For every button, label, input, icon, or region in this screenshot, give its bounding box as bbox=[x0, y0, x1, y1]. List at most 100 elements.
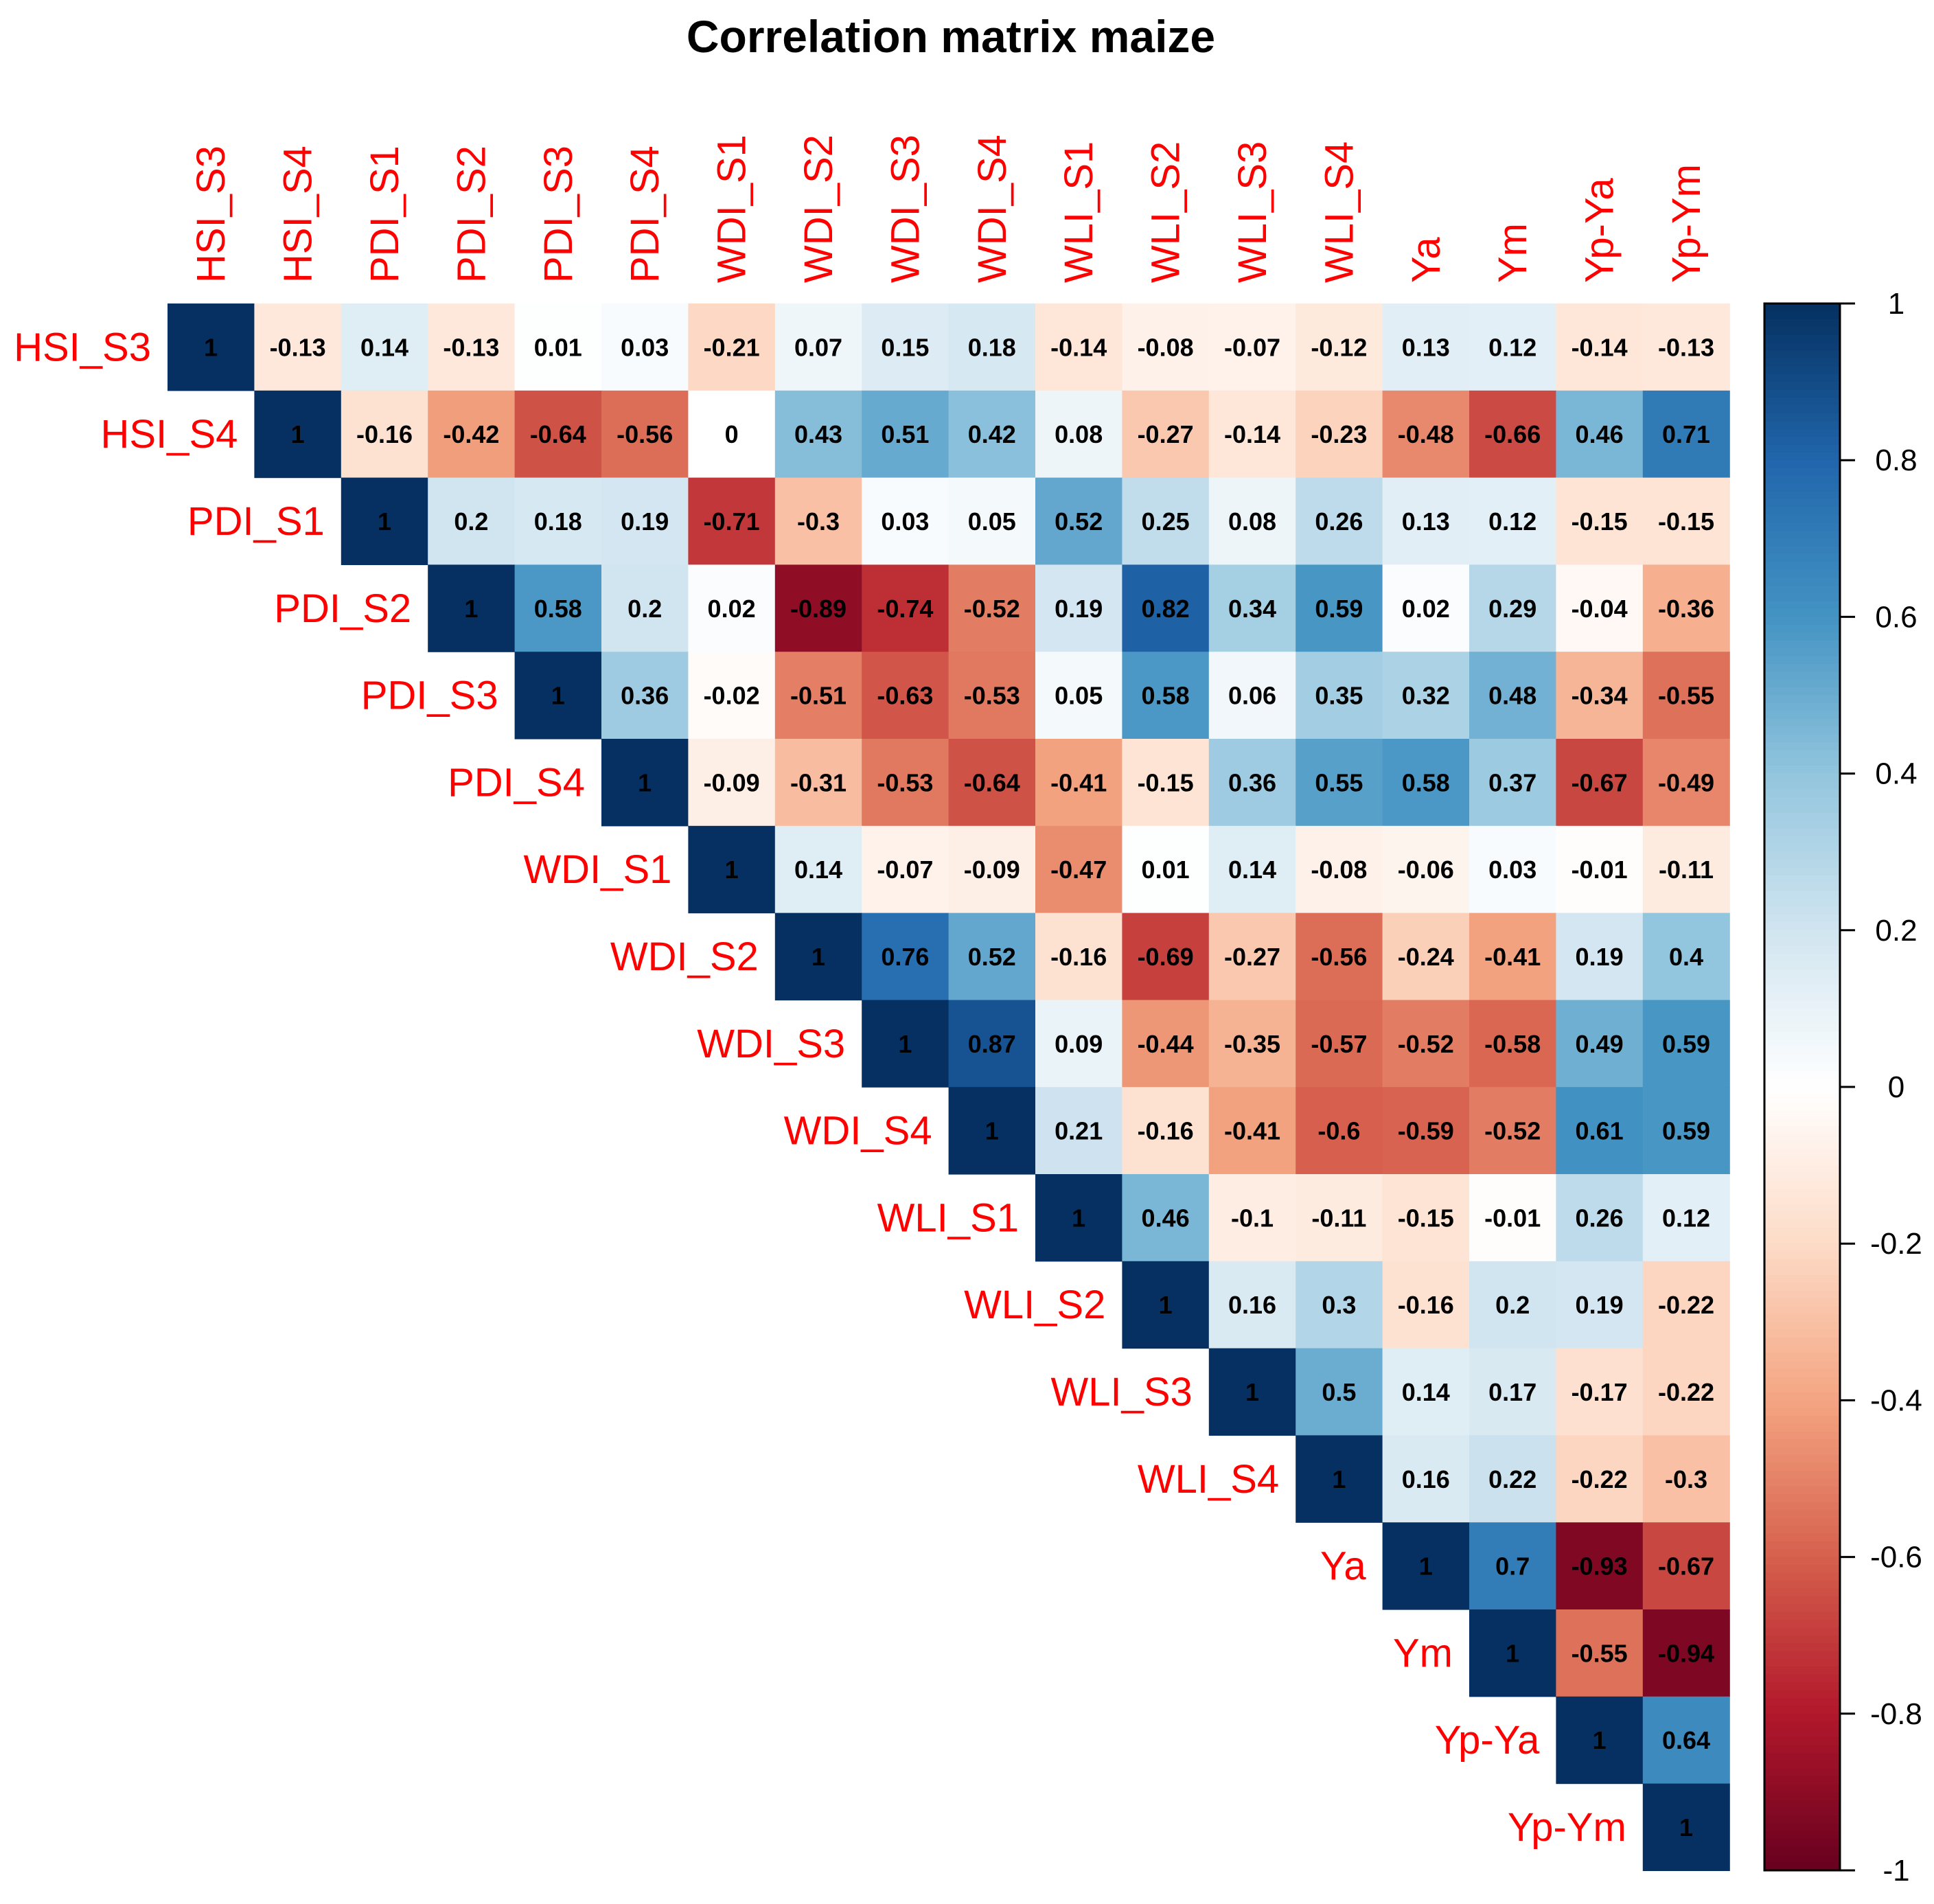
colorbar-step bbox=[1764, 1706, 1840, 1714]
row-label-hsi-s3: HSI_S3 bbox=[14, 325, 151, 369]
colorbar-step bbox=[1764, 1494, 1840, 1503]
cell-value: -0.08 bbox=[1138, 333, 1194, 361]
colorbar-step bbox=[1764, 1094, 1840, 1103]
col-label-pdi-s2: PDI_S2 bbox=[449, 146, 494, 283]
cell-value: -0.35 bbox=[1224, 1030, 1280, 1058]
cell-value: 0.82 bbox=[1142, 595, 1190, 623]
colorbar-step bbox=[1764, 930, 1840, 939]
cell-wdi_s2-yp-ya bbox=[1556, 913, 1644, 1000]
cell-wli_s3-wli_s4 bbox=[1296, 1348, 1383, 1436]
cell-wdi_s1-ya bbox=[1382, 825, 1470, 914]
colorbar-step bbox=[1764, 961, 1840, 970]
cell-value: -0.55 bbox=[1658, 682, 1714, 710]
cell-value: 0.18 bbox=[534, 507, 582, 536]
cell-wli_s1-wli_s1 bbox=[1035, 1174, 1123, 1262]
cell-pdi_s2-wdi_s4 bbox=[948, 564, 1036, 652]
cell-wdi_s1-wli_s1 bbox=[1035, 825, 1123, 914]
cell-value: -0.14 bbox=[1050, 333, 1107, 361]
cell-wli_s4-yp-ym bbox=[1642, 1435, 1730, 1523]
cell-wli_s3-wli_s3 bbox=[1208, 1348, 1296, 1436]
cell-hsi_s3-wli_s4 bbox=[1296, 303, 1383, 391]
cell-value: 0.87 bbox=[968, 1030, 1016, 1058]
cell-pdi_s3-ym bbox=[1469, 652, 1556, 739]
colorbar-step bbox=[1764, 1729, 1840, 1738]
row-label-yp-ya: Yp-Ya bbox=[1435, 1718, 1540, 1763]
cell-value: 0.64 bbox=[1662, 1726, 1710, 1754]
colorbar-step bbox=[1764, 1259, 1840, 1268]
cell-wdi_s3-wli_s3 bbox=[1208, 1000, 1296, 1088]
cell-value: -0.02 bbox=[704, 682, 760, 710]
colorbar-step bbox=[1764, 1862, 1840, 1871]
cell-yp-ya-yp-ym bbox=[1642, 1696, 1730, 1785]
colorbar-step bbox=[1764, 1212, 1840, 1221]
cell-value: -0.12 bbox=[1311, 333, 1367, 361]
colorbar-step bbox=[1764, 476, 1840, 485]
colorbar-step bbox=[1764, 538, 1840, 547]
colorbar-step bbox=[1764, 750, 1840, 759]
colorbar-step bbox=[1764, 1322, 1840, 1331]
heatmap-cells: 1 -0.13 0.14 -0.13 0.01 0.03 -0.21 0.07 0.15 0.18… bbox=[168, 303, 1730, 1871]
row-label-wli-s3: WLI_S3 bbox=[1050, 1370, 1192, 1414]
cell-value: -0.27 bbox=[1224, 943, 1280, 971]
colorbar-step bbox=[1764, 914, 1840, 924]
col-label-hsi-s3: HSI_S3 bbox=[189, 146, 233, 283]
cell-value: 0.22 bbox=[1488, 1465, 1536, 1493]
cell-value: -0.15 bbox=[1658, 507, 1714, 536]
colorbar-step bbox=[1764, 413, 1840, 422]
row-label-ya: Ya bbox=[1320, 1544, 1366, 1589]
colorbar-step bbox=[1764, 1189, 1840, 1197]
colorbar-step bbox=[1764, 1290, 1840, 1299]
cell-value: 0.42 bbox=[968, 420, 1016, 448]
colorbar-step bbox=[1764, 483, 1840, 492]
cell-wdi_s2-ym bbox=[1469, 913, 1556, 1000]
colorbar-step bbox=[1764, 993, 1840, 1002]
colorbar-step bbox=[1764, 702, 1840, 712]
cell-value: -0.64 bbox=[530, 420, 586, 448]
cell-value: 0.06 bbox=[1228, 682, 1276, 710]
cell-wli_s2-yp-ym bbox=[1642, 1261, 1730, 1349]
cell-value: -0.09 bbox=[964, 856, 1020, 884]
cell-hsi_s4-ya bbox=[1382, 390, 1470, 479]
cell-value: 0.02 bbox=[1402, 595, 1450, 623]
colorbar-step bbox=[1764, 1737, 1840, 1746]
cell-value: -0.06 bbox=[1398, 856, 1454, 884]
cell-hsi_s3-yp-ym bbox=[1642, 303, 1730, 391]
colorbar-step bbox=[1764, 421, 1840, 430]
colorbar-step bbox=[1764, 1228, 1840, 1237]
cell-hsi_s4-wdi_s3 bbox=[862, 390, 949, 479]
cell-pdi_s4-wdi_s2 bbox=[774, 739, 862, 827]
row-label-wdi-s4: WDI_S4 bbox=[784, 1109, 932, 1154]
cell-hsi_s3-hsi_s4 bbox=[254, 303, 342, 391]
cell-pdi_s2-wli_s1 bbox=[1035, 564, 1123, 652]
cell-yp-ya-yp-ya bbox=[1556, 1696, 1644, 1785]
cell-yp-ym-yp-ym bbox=[1642, 1783, 1730, 1871]
colorbar-step bbox=[1764, 389, 1840, 398]
cell-value: 1 bbox=[811, 943, 825, 971]
colorbar-step bbox=[1764, 836, 1840, 845]
colorbar-step bbox=[1764, 1752, 1840, 1762]
cell-value: 1 bbox=[291, 420, 305, 448]
cell-pdi_s1-wli_s3 bbox=[1208, 477, 1296, 565]
cell-value: -0.66 bbox=[1484, 420, 1541, 448]
colorbar-step bbox=[1764, 977, 1840, 986]
colorbar-step bbox=[1764, 1721, 1840, 1730]
cell-wli_s1-ym bbox=[1469, 1174, 1556, 1262]
colorbar-step bbox=[1764, 891, 1840, 899]
colorbar-tick-label: 0.8 bbox=[1875, 444, 1917, 477]
colorbar-step bbox=[1764, 1079, 1840, 1088]
col-label-wdi-s3: WDI_S3 bbox=[883, 135, 928, 283]
colorbar-step bbox=[1764, 1651, 1840, 1660]
cell-value: 0.61 bbox=[1576, 1117, 1624, 1145]
colorbar-tick-label: -0.6 bbox=[1870, 1541, 1922, 1574]
cell-value: 0.26 bbox=[1315, 507, 1363, 536]
colorbar-step bbox=[1764, 1839, 1840, 1848]
cell-value: 0.08 bbox=[1228, 507, 1276, 536]
cell-wdi_s2-wli_s3 bbox=[1208, 913, 1296, 1000]
cell-wdi_s3-wli_s2 bbox=[1122, 1000, 1210, 1088]
cell-value: -0.36 bbox=[1658, 595, 1714, 623]
cell-wdi_s3-yp-ym bbox=[1642, 1000, 1730, 1088]
cell-value: -0.23 bbox=[1311, 420, 1367, 448]
colorbar-step bbox=[1764, 334, 1840, 343]
colorbar-step bbox=[1764, 1565, 1840, 1574]
cell-ym-ym bbox=[1469, 1609, 1556, 1697]
